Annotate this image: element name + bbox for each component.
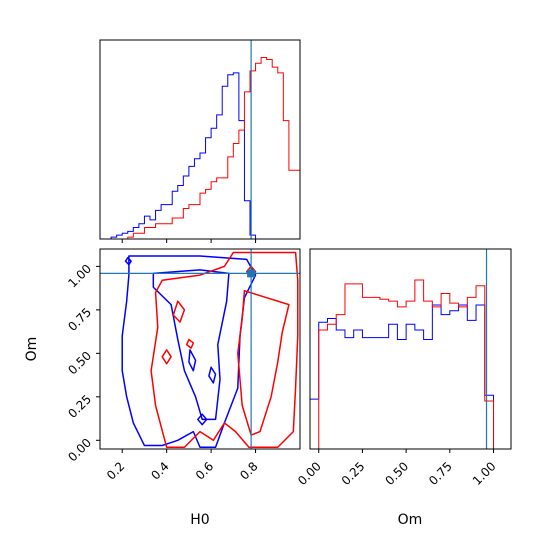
- h0-x-tick-label: 0.4: [148, 459, 171, 482]
- truth-marker: [247, 269, 256, 278]
- contour-lines: [121, 251, 299, 449]
- contour-level-4: [197, 413, 208, 426]
- om-y-tick-label: 0.00: [65, 436, 94, 465]
- h0-x-tick-label: 0.6: [193, 459, 216, 482]
- hist-series-1-step: [100, 57, 301, 240]
- om-y-tick-label: 1.00: [65, 262, 94, 291]
- h0-x-tick-label: 0.8: [237, 459, 260, 482]
- contour-level-1: [152, 269, 230, 421]
- contour-panel: [99, 248, 301, 450]
- hist-H0-content: [100, 40, 301, 240]
- contour-level-0: [121, 255, 257, 449]
- contour-level-8: [172, 300, 186, 323]
- hist-series-0-step: [100, 72, 300, 240]
- contour-level-11: [185, 338, 195, 349]
- om-x-tick-label: 0.25: [339, 459, 368, 488]
- om-x-tick-label: 0.00: [295, 459, 324, 488]
- contour-frame: [99, 248, 301, 450]
- hist-Om-content: [309, 249, 511, 450]
- om-x-tick-label: 1.00: [470, 459, 499, 488]
- contour-level-6: [150, 251, 299, 449]
- om-x-tick-label: 0.75: [426, 459, 455, 488]
- hist-Om-panel: [309, 248, 512, 450]
- hist-series-0-step: [309, 304, 511, 450]
- h0-x-tick-label: 0.2: [104, 459, 127, 482]
- hist-Om-frame: [309, 248, 512, 450]
- tick-group: 0.00 0.25 0.50 0.75 1.00 0.2 0.4 0.6 0.8 0.00 0.25…: [65, 239, 499, 488]
- contour-level-2: [188, 349, 197, 372]
- contour-content: [100, 249, 300, 449]
- om-x-tick-label: 0.50: [382, 459, 411, 488]
- om-y-tick-label: 0.75: [65, 305, 94, 334]
- x-axis-label-h0: H0: [190, 512, 209, 528]
- om-y-tick-label: 0.25: [65, 392, 94, 421]
- om-y-tick-label: 0.50: [65, 349, 94, 378]
- hist-H0-frame: [99, 39, 301, 240]
- x-axis-label-om: Om: [398, 512, 423, 528]
- contour-level-5: [124, 256, 132, 266]
- contour-level-9: [161, 349, 172, 365]
- contour-level-7: [237, 289, 290, 436]
- contour-level-3: [208, 366, 217, 384]
- hist-H0-panel: [99, 39, 301, 240]
- y-axis-label-om: Om: [24, 337, 40, 362]
- hist-series-1-step: [310, 279, 511, 450]
